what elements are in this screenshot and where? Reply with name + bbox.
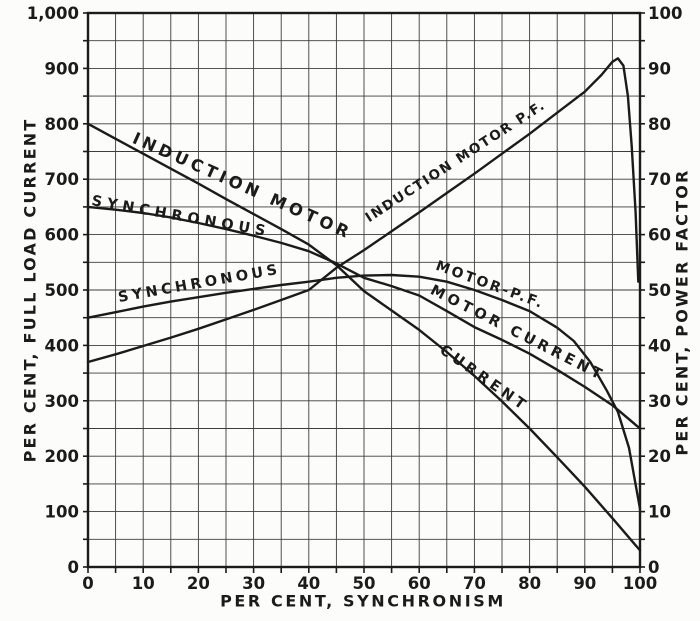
y-right-tick-label: 30 [648,392,671,411]
x-tick-label: 50 [353,574,376,593]
y-left-tick-label: 0 [68,558,79,577]
x-tick-label: 60 [408,574,431,593]
label-synchronous-upper: SYNCHRONOUS [90,193,271,240]
y-right-tick-label: 80 [648,115,671,134]
y-left-tick-label: 700 [45,170,79,189]
y-left-tick-label: 800 [45,115,79,134]
y-right-tick-label: 40 [648,336,671,355]
y-right-tick-label: 0 [648,558,659,577]
label-current: CURRENT [436,342,531,415]
plot-frame [86,11,642,569]
curve-induction-motor-current [86,122,642,552]
y-left-tick-label: 100 [45,503,79,522]
curve-induction-motor-pf [86,57,640,364]
y-axis-label-right: PER CENT, POWER FACTOR [672,168,692,456]
y-right-tick-label: 70 [648,170,671,189]
y-axis-label-left: PER CENT, FULL LOAD CURRENT [20,117,40,463]
x-tick-label: 80 [518,574,541,593]
y-right-tick-label: 60 [648,226,671,245]
label-synchronous-lower: SYNCHRONOUS [117,262,282,306]
y-left-tick-label: 500 [45,281,79,300]
x-tick-label: 90 [573,574,596,593]
x-tick-label: 0 [82,574,93,593]
y-right-tick-label: 90 [648,59,671,78]
y-left-tick-label: 1,000 [27,4,79,23]
curve-synchronous-motor-current [86,205,642,430]
y-left-tick-label: 200 [45,447,79,466]
y-right-tick-label: 50 [648,281,671,300]
curve-synchronous-motor-pf [86,273,642,510]
y-left-tick-label: 900 [45,59,79,78]
y-left-tick-label: 300 [45,392,79,411]
x-tick-label: 40 [297,574,320,593]
y-right-tick-label: 20 [648,447,671,466]
x-tick-label: 100 [623,574,657,593]
x-tick-label: 70 [463,574,486,593]
y-right-tick-label: 10 [648,503,671,522]
x-axis-label: PER CENT, SYNCHRONISM [220,591,506,611]
x-tick-label: 30 [242,574,265,593]
y-right-tick-label: 100 [648,4,682,23]
x-tick-label: 20 [187,574,210,593]
x-tick-label: 10 [132,574,155,593]
y-left-tick-label: 600 [45,226,79,245]
y-left-tick-label: 400 [45,336,79,355]
